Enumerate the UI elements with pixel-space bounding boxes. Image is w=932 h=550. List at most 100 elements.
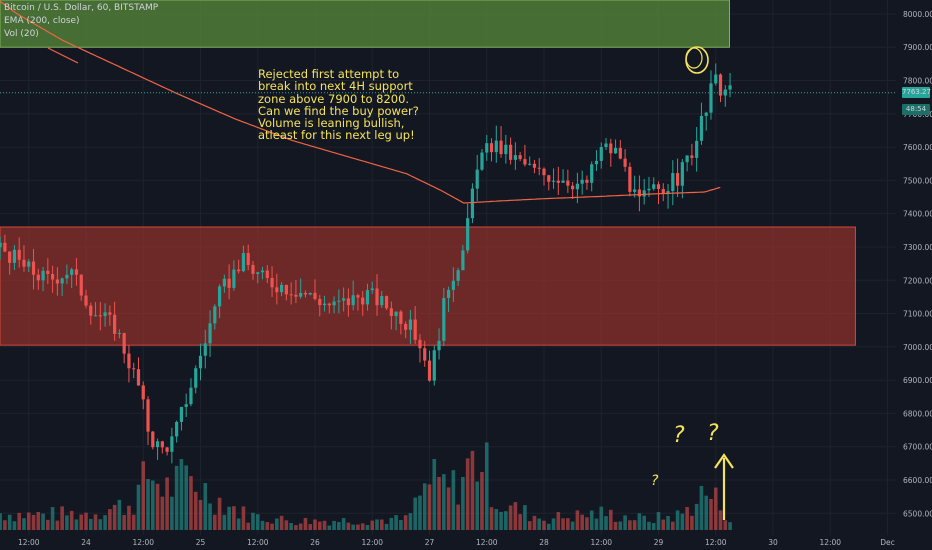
volume-bar [599, 506, 604, 530]
volume-bar [661, 519, 666, 530]
volume-bar [69, 510, 74, 530]
volume-bar [532, 515, 537, 530]
y-tick-label: 7200.00 [903, 276, 932, 285]
candle-body [322, 303, 327, 306]
candle-body [556, 180, 560, 183]
volume-bar [671, 521, 675, 530]
y-tick-label: 6600.00 [903, 476, 932, 485]
candle-body [437, 340, 441, 351]
volume-bar [465, 458, 470, 530]
candle-body [89, 305, 93, 316]
y-tick-label: 7900.00 [903, 43, 932, 52]
volume-bar [174, 465, 179, 530]
volume-bar [222, 514, 227, 530]
volume-bar [251, 512, 255, 530]
volume-bar [589, 510, 594, 530]
volume-bar [341, 518, 346, 530]
volume-bar [637, 513, 642, 530]
annotation-line: break into next 4H support [258, 79, 413, 94]
y-tick-label: 7300.00 [903, 243, 932, 252]
candle-body [528, 163, 532, 165]
volume-bar [55, 520, 60, 530]
volume-bar [294, 525, 298, 530]
candle-body [408, 319, 413, 330]
candle-body [690, 155, 694, 158]
volume-bar [399, 520, 403, 530]
volume-bar [122, 514, 126, 530]
volume-bar [365, 525, 370, 530]
candle-body [647, 188, 651, 191]
volume-bar [432, 459, 437, 530]
x-tick-label: 24 [81, 538, 91, 547]
annotation-text[interactable]: Rejected first attempt to break into nex… [258, 68, 430, 142]
candle-body [594, 160, 599, 165]
volume-bar [470, 450, 475, 530]
volume-bar [17, 512, 22, 530]
candle-body [389, 308, 393, 317]
legend-ema[interactable]: EMA (200, close) [4, 16, 80, 26]
candle-body [65, 274, 69, 279]
candle-body [184, 404, 188, 407]
candle-body [318, 298, 322, 306]
candle-body [332, 301, 336, 306]
candle-body [618, 147, 622, 159]
volume-bar [718, 510, 723, 530]
chart-legend: Bitcoin / U.S. Dollar, 60, BITSTAMP EMA … [4, 2, 158, 41]
volume-bar [632, 520, 637, 530]
volume-bar [518, 514, 522, 530]
volume-bar [585, 517, 589, 530]
candle-body [0, 242, 2, 248]
volume-bar [570, 521, 575, 530]
volume-bar [260, 520, 265, 530]
volume-bar [88, 518, 93, 530]
legend-volume[interactable]: Vol (20) [4, 29, 39, 39]
candle-body [260, 270, 265, 273]
volume-bar [542, 520, 546, 530]
candle-body [704, 112, 708, 116]
candle-body [699, 115, 704, 141]
candle-body [222, 278, 226, 287]
candle-body [613, 147, 618, 154]
volume-bar [356, 524, 360, 530]
candle-body [303, 292, 308, 295]
volume-bar [594, 518, 599, 530]
candle-body [275, 287, 279, 293]
question-mark: ? [707, 421, 719, 446]
volume-bar [527, 521, 532, 530]
volume-bar [513, 502, 518, 530]
candle-body [585, 179, 589, 183]
candle-body [108, 312, 112, 315]
candle-body [375, 288, 379, 306]
volume-bar [322, 520, 327, 530]
volume-bar [642, 515, 646, 530]
volume-bar [41, 513, 45, 530]
candle-body [70, 269, 74, 275]
candle-body [213, 306, 217, 324]
x-tick-label: 30 [768, 538, 778, 547]
candle-body [404, 323, 408, 330]
volume-bar [93, 514, 98, 530]
x-tick-label: 29 [654, 538, 664, 547]
candle-body [122, 332, 126, 354]
volume-bar [241, 506, 246, 530]
candle-body [46, 270, 50, 275]
candle-body [542, 168, 546, 176]
candle-body [423, 348, 427, 361]
volume-bar [246, 522, 251, 530]
volume-bar [198, 499, 203, 530]
legend-symbol[interactable]: Bitcoin / U.S. Dollar, 60, BITSTAMP [4, 3, 159, 13]
candle-body [136, 369, 141, 386]
candle-body [351, 295, 355, 306]
volume-bar [699, 485, 704, 530]
candle-body [256, 272, 260, 274]
candle-body [198, 355, 203, 369]
candle-body [308, 292, 312, 295]
candle-body [241, 253, 246, 272]
volume-bar [265, 522, 270, 530]
volume-bar [270, 523, 274, 530]
volume-bar [604, 516, 608, 530]
volume-bar [446, 487, 451, 530]
candle-body [399, 311, 403, 324]
candle-body [537, 167, 541, 169]
